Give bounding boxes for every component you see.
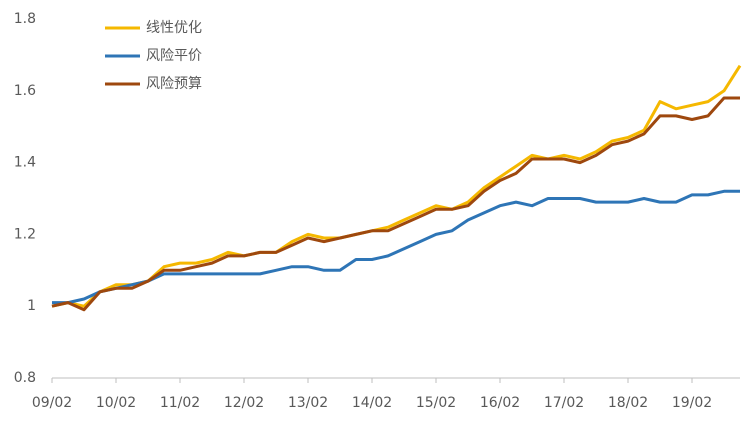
x-tick-label: 09/02: [32, 395, 72, 411]
legend-label: 风险预算: [146, 76, 202, 92]
y-tick-label: 1: [27, 298, 36, 314]
y-tick-label: 1.2: [14, 226, 36, 242]
x-tick-label: 17/02: [544, 395, 584, 411]
x-tick-label: 18/02: [608, 395, 648, 411]
x-tick-label: 11/02: [160, 395, 200, 411]
y-tick-label: 1.4: [14, 155, 36, 171]
legend-label: 线性优化: [146, 20, 202, 36]
y-tick-label: 1.6: [14, 83, 36, 99]
x-tick-label: 19/02: [672, 395, 712, 411]
legend-label: 风险平价: [146, 48, 202, 64]
x-tick-label: 15/02: [416, 395, 456, 411]
x-tick-label: 14/02: [352, 395, 392, 411]
x-tick-label: 16/02: [480, 395, 520, 411]
x-tick-label: 13/02: [288, 395, 328, 411]
x-tick-label: 10/02: [96, 395, 136, 411]
line-series: [51, 64, 742, 308]
line-series: [51, 96, 740, 312]
line-series: [52, 189, 740, 305]
y-tick-label: 1.8: [14, 11, 36, 27]
x-tick-label: 12/02: [224, 395, 264, 411]
y-tick-label: 0.8: [14, 370, 36, 386]
